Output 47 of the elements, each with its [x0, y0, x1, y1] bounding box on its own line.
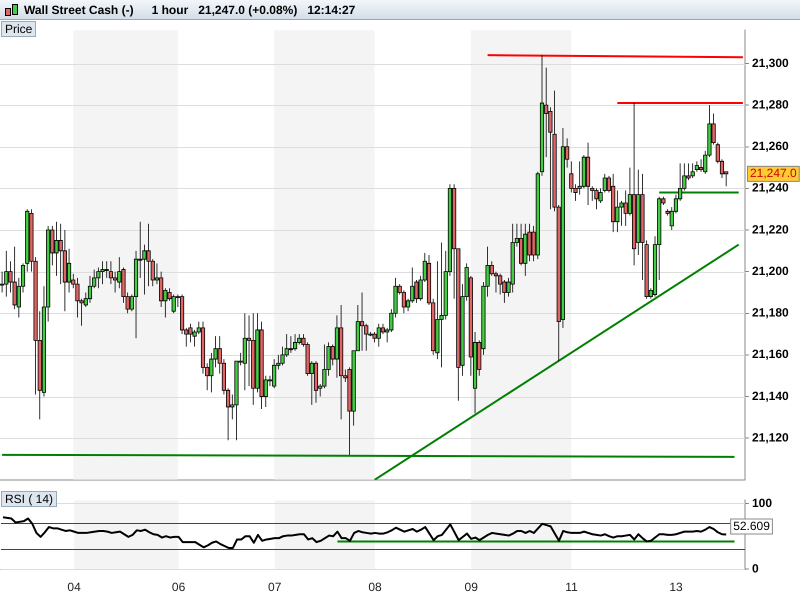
- candlestick: [510, 223, 515, 293]
- x-tick-label: 07: [268, 580, 282, 594]
- candlestick: [439, 242, 444, 368]
- candlestick: [586, 142, 590, 206]
- y-tick-label: 21,240: [752, 180, 790, 195]
- x-tick-label: 09: [464, 580, 478, 594]
- candlestick: [288, 336, 293, 354]
- candlestick: [314, 360, 318, 404]
- candlestick: [251, 312, 256, 406]
- y-axis-title: RSI ( 14): [1, 491, 58, 507]
- y-tick-label: 21,260: [752, 139, 790, 154]
- candlestick: [632, 102, 636, 266]
- data-label: 52.609: [733, 518, 770, 533]
- candlestick: [523, 223, 528, 276]
- candlestick: [694, 160, 699, 172]
- candlestick: [100, 260, 105, 285]
- x-tick-label: 11: [565, 580, 578, 594]
- candlestick: [339, 304, 344, 420]
- y-tick-label: 21,280: [752, 97, 790, 112]
- y-tick-label: 21,200: [752, 264, 790, 278]
- candlestick: [594, 188, 598, 210]
- candlestick: [188, 323, 193, 343]
- y-tick-label: 21,180: [752, 306, 790, 320]
- candlestick: [690, 163, 695, 178]
- candlestick: [25, 208, 30, 272]
- candlestick: [360, 292, 364, 352]
- text: 21,247.0: [750, 166, 797, 180]
- y-axis-title: Price: [1, 21, 36, 37]
- chart-title: Wall Street Cash (-): [24, 2, 134, 16]
- y-tick-label: 21,140: [752, 388, 790, 403]
- candlestick: [242, 312, 247, 391]
- candlestick: [4, 250, 8, 298]
- candlestick: [272, 358, 276, 389]
- candlestick: [376, 323, 381, 347]
- chart-subtitle: 1 hour 21,247.0 (+0.08%) 12:14:27: [152, 2, 356, 16]
- x-tick-label: 06: [172, 580, 186, 594]
- y-tick-label: 21,220: [752, 222, 790, 236]
- y-tick-label: 100: [752, 496, 772, 510]
- y-tick-label: 21,160: [752, 347, 790, 362]
- candlestick: [611, 173, 616, 233]
- x-tick-label: 04: [67, 580, 82, 594]
- y-tick-label: 0: [752, 561, 759, 576]
- y-tick-label: 21,300: [752, 56, 790, 70]
- y-tick-label: 21,120: [752, 430, 790, 444]
- x-tick-label: 08: [368, 580, 382, 594]
- x-tick-label: 13: [669, 580, 684, 594]
- candlestick: [292, 334, 298, 352]
